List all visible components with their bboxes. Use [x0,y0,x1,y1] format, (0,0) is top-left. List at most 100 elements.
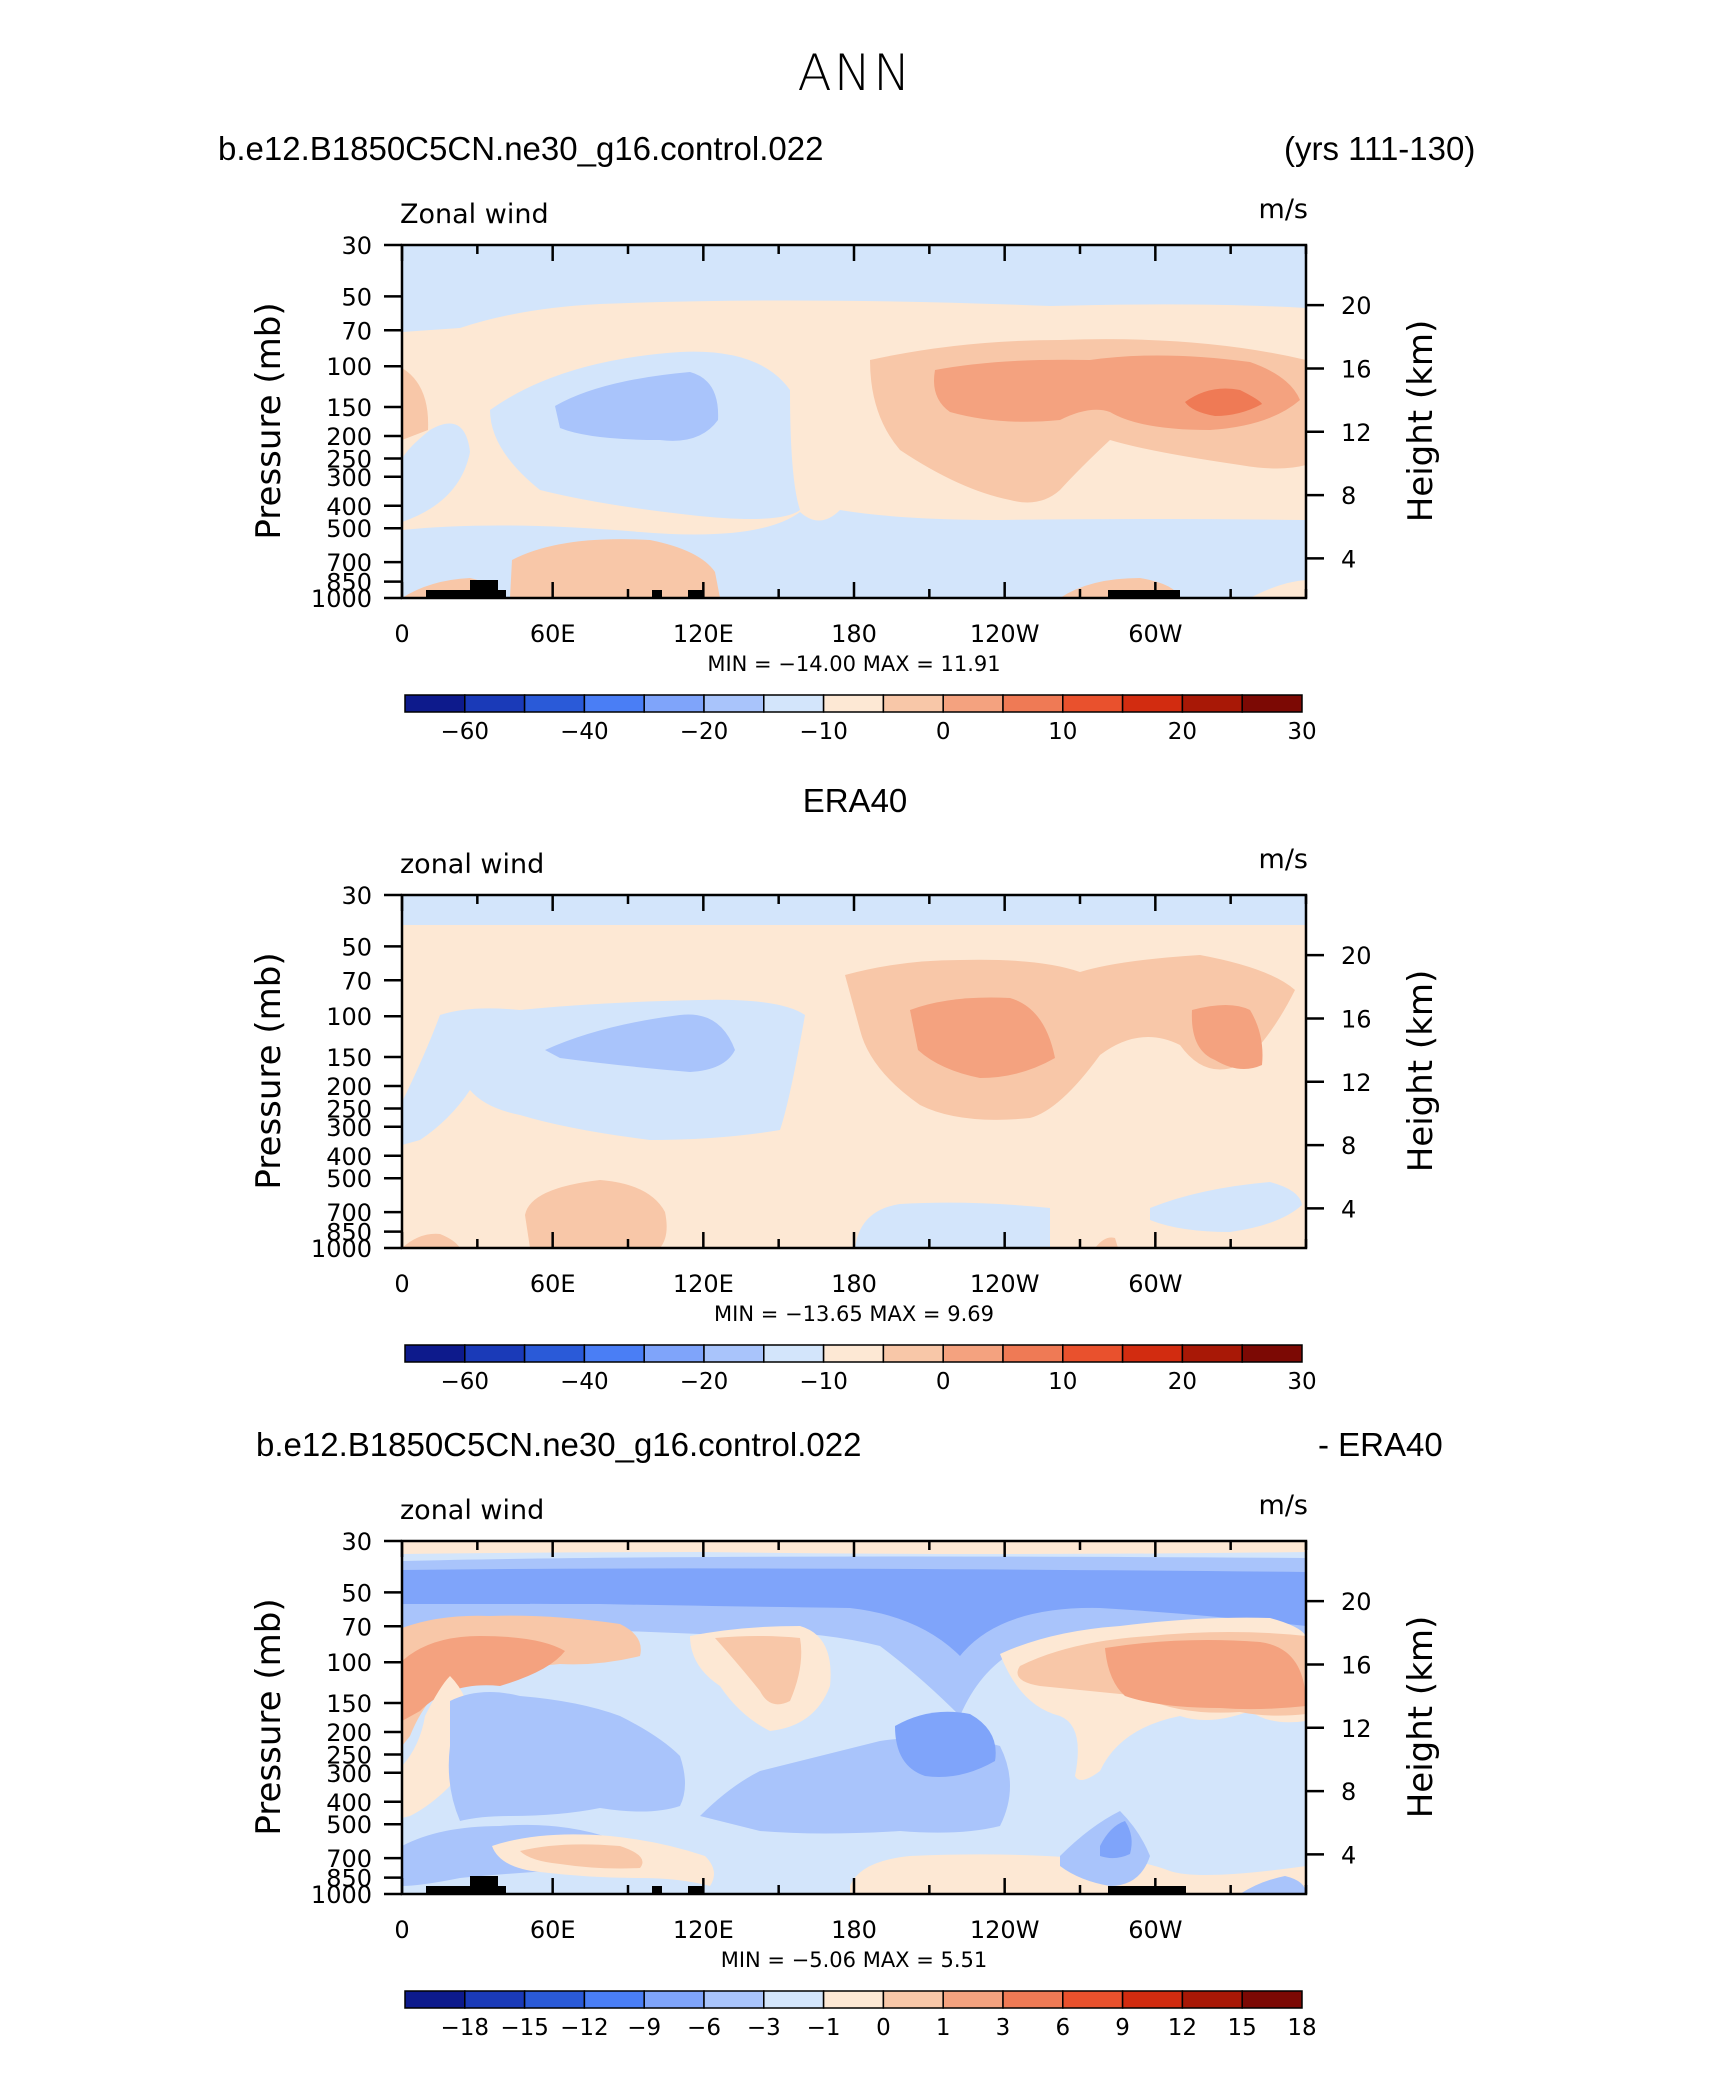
panel1-case-label: b.e12.B1850C5CN.ne30_g16.control.022 [218,130,824,167]
y-tick-label: 150 [326,394,372,422]
colorbar-label: −10 [799,1369,848,1395]
y-tick-label: 250 [326,1095,372,1123]
colorbar-label: 18 [1287,2015,1316,2041]
colorbar-swatch [404,1990,466,2009]
colorbar-swatch [1181,1990,1243,2009]
y-tick-label: 50 [341,1579,372,1607]
y-tick-label: 1000 [311,585,372,613]
y-tick-label: 100 [326,353,372,381]
colorbar-label: 30 [1287,719,1316,745]
colorbar-label: 0 [936,719,951,745]
colorbar-swatch [404,1344,466,1363]
chart-panel-3: 0 60E 120E 180 120W 60W3050701001502002503004… [249,1490,1441,2041]
colorbar-label: −15 [500,2015,549,2041]
y-tick-label: 400 [326,1143,372,1171]
colorbar-swatch [882,1344,944,1363]
x-tick-label: 60E [530,620,576,648]
colorbar-swatch [464,1990,526,2009]
y-tick-label: 700 [326,549,372,577]
x-tick-label: 60W [1128,1270,1182,1298]
x-tick-label: 120W [970,1916,1040,1944]
panel2-stats: MIN = −13.65 MAX = 9.69 [714,1302,994,1326]
contour-field [402,895,1306,1248]
colorbar-label: 9 [1115,2015,1130,2041]
x-tick-label: 120W [970,1270,1040,1298]
y-tick-label: 400 [326,1789,372,1817]
colorbar-label: −20 [680,1369,729,1395]
y-tick-label: 1000 [311,1881,372,1909]
y-tick-label: 250 [326,1741,372,1769]
y-tick-label: 500 [326,515,372,543]
x-tick-label: 120W [970,620,1040,648]
y-tick-label: 500 [326,1811,372,1839]
colorbar-label: −1 [807,2015,841,2041]
colorbar-swatch [1121,1344,1184,1363]
colorbar-swatch [1062,694,1124,713]
y-tick-label: 100 [326,1649,372,1677]
contour-field [402,245,1306,598]
x-tick-label: 60W [1128,1916,1182,1944]
y-tick-label: 200 [326,423,372,451]
y-tick-label: 700 [326,1845,372,1873]
panel3-stats: MIN = −5.06 MAX = 5.51 [721,1948,988,1972]
colorbar-swatch [822,1344,885,1363]
panel2-y-axis-label: Pressure (mb) [249,952,289,1189]
y2-tick-label: 8 [1341,1778,1356,1806]
colorbar-swatch [763,1344,825,1363]
y-tick-label: 70 [341,967,372,995]
y-tick-label: 850 [326,1865,372,1893]
colorbar-swatch [464,694,526,713]
colorbar-label: −20 [680,719,729,745]
y-tick-label: 30 [341,1528,372,1556]
x-tick-label: 180 [831,1916,877,1944]
colorbar-label: 0 [936,1369,951,1395]
y-tick-label: 70 [341,1613,372,1641]
y-tick-label: 1000 [311,1235,372,1263]
colorbar-label: −3 [747,2015,781,2041]
x-tick-label: 120E [673,1916,734,1944]
y2-tick-label: 4 [1341,1195,1356,1223]
panel3-y2-axis-label: Height (km) [1401,1616,1441,1819]
y2-tick-label: 16 [1341,355,1372,383]
colorbar-label: 20 [1168,1369,1197,1395]
colorbar-label: 6 [1055,2015,1070,2041]
colorbar-swatch [1181,694,1243,713]
x-tick-label: 60E [530,1916,576,1944]
panel3-case-label: b.e12.B1850C5CN.ne30_g16.control.022 [256,1426,862,1463]
colorbar-swatch [404,694,466,713]
x-tick-label: 60E [530,1270,576,1298]
y2-tick-label: 20 [1341,1588,1372,1616]
colorbar-swatch [1062,1344,1124,1363]
panel3-field-name: zonal wind [400,1495,544,1526]
y2-tick-label: 12 [1341,419,1372,447]
y2-tick-label: 16 [1341,1651,1372,1679]
x-tick-label: 120E [673,1270,734,1298]
figure-title: ANN [797,44,913,102]
panel1-stats: MIN = −14.00 MAX = 11.91 [707,652,1000,676]
panel3-minus-label: - ERA40 [1318,1426,1443,1463]
y-tick-label: 100 [326,1003,372,1031]
colorbar-swatch [523,1344,586,1363]
x-tick-label: 120E [673,620,734,648]
colorbar-label: 10 [1048,719,1077,745]
y-tick-label: 700 [326,1199,372,1227]
x-tick-label: 180 [831,1270,877,1298]
colorbar-swatch [1241,1344,1303,1363]
colorbar-label: 12 [1168,2015,1197,2041]
colorbar-swatch [583,694,645,713]
colorbar-label: 3 [996,2015,1011,2041]
y-tick-label: 30 [341,882,372,910]
panel2-dataset-label: ERA40 [802,782,908,819]
colorbar-swatch [942,1344,1004,1363]
y-tick-label: 30 [341,232,372,260]
y-tick-label: 200 [326,1073,372,1101]
y-tick-label: 50 [341,933,372,961]
x-tick-label: 180 [831,620,877,648]
y-tick-label: 150 [326,1690,372,1718]
y-tick-label: 150 [326,1044,372,1072]
panel2-y2-axis-label: Height (km) [1401,970,1441,1173]
colorbar-swatch [882,1990,944,2009]
y2-tick-label: 8 [1341,482,1356,510]
colorbar-swatch [523,1990,586,2009]
colorbar-label: −9 [627,2015,661,2041]
